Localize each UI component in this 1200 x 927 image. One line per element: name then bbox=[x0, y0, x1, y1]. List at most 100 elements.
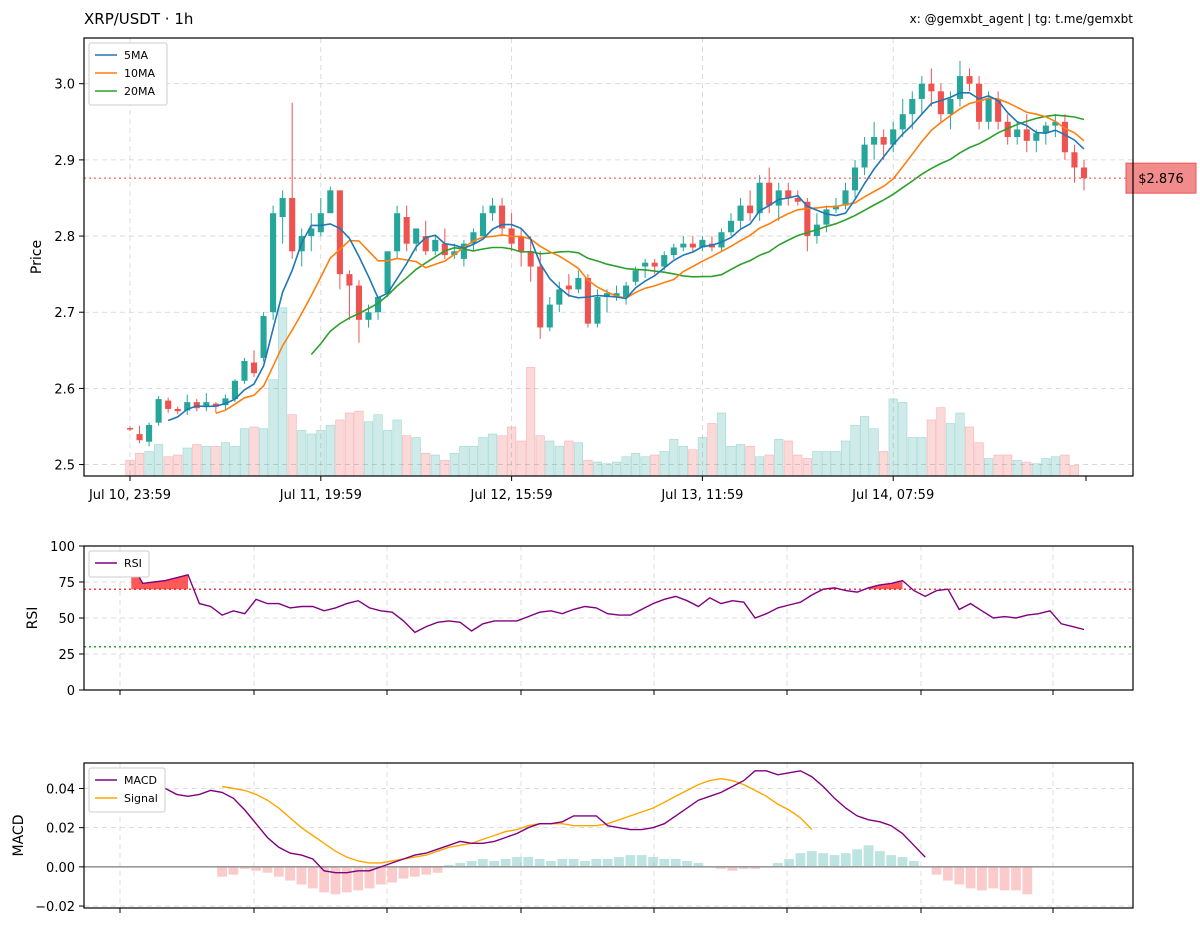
y-tick-label: 75 bbox=[58, 576, 75, 591]
candle-body bbox=[403, 217, 410, 244]
volume-bar bbox=[354, 410, 364, 477]
candle-body bbox=[680, 243, 687, 248]
volume-bar bbox=[526, 367, 536, 477]
volume-bar bbox=[487, 433, 498, 477]
candle-body bbox=[584, 277, 591, 324]
macd-histogram-bar bbox=[840, 853, 851, 867]
macd-histogram-bar bbox=[409, 866, 420, 877]
macd-histogram-bar bbox=[466, 860, 477, 867]
macd-histogram-bar bbox=[772, 862, 783, 867]
volume-bar bbox=[764, 454, 774, 477]
candle-body bbox=[632, 270, 639, 282]
volume-bar bbox=[755, 456, 765, 477]
candle-body bbox=[976, 83, 983, 122]
volume-bar bbox=[735, 444, 746, 477]
volume-bar bbox=[611, 461, 622, 477]
candle-body bbox=[1023, 129, 1030, 141]
macd-histogram-bar bbox=[874, 851, 885, 867]
y-tick-label: 3.0 bbox=[54, 78, 75, 93]
volume-bar bbox=[1003, 454, 1013, 477]
candle-body bbox=[365, 312, 372, 320]
candle-body bbox=[804, 201, 811, 237]
y-tick-label: 2.7 bbox=[54, 306, 75, 321]
volume-bar bbox=[573, 442, 583, 477]
candle-body bbox=[937, 91, 944, 115]
volume-bar bbox=[926, 419, 936, 477]
volume-bar bbox=[230, 445, 240, 477]
candle-body bbox=[527, 251, 534, 267]
volume-bar bbox=[898, 402, 908, 477]
chart-title: XRP/USDT · 1h bbox=[84, 10, 193, 28]
candle-body bbox=[374, 296, 382, 313]
candle-body bbox=[146, 424, 153, 442]
candle-body bbox=[918, 83, 925, 99]
candle-body bbox=[823, 209, 830, 225]
volume-bar bbox=[363, 421, 374, 477]
candle-body bbox=[947, 98, 954, 115]
volume-bar bbox=[325, 424, 335, 477]
volume-bar bbox=[783, 440, 793, 477]
volume-bar bbox=[917, 437, 927, 477]
macd-histogram-bar bbox=[307, 866, 318, 889]
macd-histogram-bar bbox=[296, 866, 307, 885]
macd-histogram-bar bbox=[931, 866, 942, 875]
candle-body bbox=[222, 398, 229, 406]
volume-bar bbox=[507, 426, 517, 477]
macd-histogram-bar bbox=[682, 860, 692, 867]
macd-histogram-bar bbox=[285, 866, 295, 881]
macd-histogram-bar bbox=[364, 866, 375, 889]
macd-frame bbox=[83, 762, 1134, 909]
candle-body bbox=[995, 98, 1002, 122]
y-tick-label: 0 bbox=[67, 684, 75, 699]
macd-histogram-bar bbox=[977, 866, 987, 891]
candle-body bbox=[871, 137, 878, 145]
volume-bar bbox=[640, 456, 650, 477]
volume-bar bbox=[831, 451, 841, 477]
macd-histogram-bar bbox=[988, 866, 999, 889]
volume-bar bbox=[163, 456, 173, 477]
volume-bar bbox=[964, 426, 975, 477]
candle-body bbox=[689, 243, 696, 248]
volume-bar bbox=[840, 440, 851, 477]
volume-bar bbox=[402, 435, 412, 477]
candle-body bbox=[470, 232, 477, 244]
macd-histogram-bar bbox=[398, 866, 409, 879]
macd-histogram-bar bbox=[432, 866, 443, 873]
volume-bar bbox=[392, 419, 402, 477]
candle-body bbox=[699, 239, 706, 248]
macd-histogram-bar bbox=[421, 866, 432, 875]
volume-bar bbox=[812, 451, 822, 477]
volume-bar bbox=[258, 428, 269, 477]
macd-histogram-bar bbox=[262, 866, 273, 873]
candle-body bbox=[394, 213, 401, 252]
price-panel: 2.5 2.6 2.7 2.8 2.9 3.0 Jul 10, 23:59 Jul 11, 1… bbox=[29, 37, 1197, 503]
candle-body bbox=[308, 228, 315, 237]
volume-bar bbox=[726, 445, 736, 477]
volume-bar bbox=[201, 445, 211, 477]
legend-box bbox=[88, 42, 168, 106]
candle-body bbox=[518, 236, 525, 252]
macd-histogram-bar bbox=[670, 859, 681, 867]
macd-histogram-bar bbox=[217, 866, 227, 877]
macd-histogram-bar bbox=[852, 849, 863, 867]
ma20-line bbox=[310, 114, 1085, 356]
legend-box bbox=[88, 550, 150, 578]
macd-histogram-bar bbox=[795, 853, 806, 867]
candle-body bbox=[441, 243, 448, 256]
macd-histogram-bar bbox=[636, 855, 647, 867]
y-tick-label: 2.8 bbox=[54, 230, 75, 245]
macd-histogram-bar bbox=[909, 860, 919, 867]
macd-histogram-bar bbox=[818, 853, 829, 867]
volume-bar bbox=[1069, 465, 1080, 477]
volume-bar bbox=[936, 407, 946, 477]
volume-bar bbox=[287, 414, 297, 477]
volume-bar bbox=[621, 456, 631, 477]
volume-bar bbox=[173, 454, 183, 477]
candle-body bbox=[842, 190, 849, 206]
volume-bar bbox=[278, 307, 288, 477]
volume-bar bbox=[554, 445, 564, 477]
candle-body bbox=[327, 190, 334, 214]
macd-histogram-bar bbox=[444, 864, 454, 867]
candle-body bbox=[413, 228, 420, 244]
volume-bar bbox=[602, 463, 612, 477]
